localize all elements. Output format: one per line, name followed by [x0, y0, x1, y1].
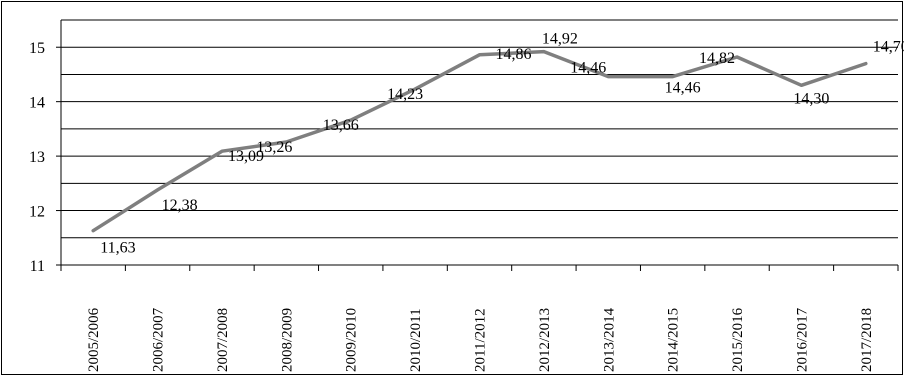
x-tick-label: 2017/2018 — [859, 308, 875, 372]
y-tick-label: 12 — [29, 204, 45, 221]
x-tick-label: 2009/2010 — [344, 308, 360, 372]
x-axis-tick-labels: 2005/2006 2006/2007 2007/2008 2008/2009 2009… — [86, 307, 875, 372]
x-tick-label: 2005/2006 — [86, 307, 102, 372]
x-tick-label: 2011/2012 — [473, 308, 489, 372]
x-tick-label: 2010/2011 — [408, 308, 424, 372]
x-tick-label: 2015/2016 — [730, 307, 746, 372]
data-label: 14,70 — [873, 39, 904, 56]
x-tick-label: 2014/2015 — [666, 308, 682, 372]
data-label: 14,46 — [570, 60, 606, 77]
x-tick-label: 2013/2014 — [601, 307, 617, 372]
data-label: 11,63 — [100, 240, 135, 257]
data-label: 13,09 — [228, 148, 264, 165]
x-tick-label: 2012/2013 — [537, 308, 553, 372]
y-tick-label: 11 — [30, 258, 45, 275]
data-label: 14,46 — [665, 80, 701, 97]
data-label: 12,38 — [162, 197, 198, 214]
x-tick-label: 2007/2008 — [215, 308, 231, 372]
data-label: 14,86 — [496, 46, 532, 63]
data-label: 14,23 — [387, 86, 423, 103]
gridlines — [61, 19, 898, 266]
y-tick-label: 15 — [29, 40, 45, 57]
x-tick-label: 2016/2017 — [794, 307, 810, 372]
data-label: 14,92 — [542, 31, 578, 48]
series-line — [91, 49, 868, 233]
y-tick-label: 14 — [29, 95, 45, 112]
data-label: 13,66 — [323, 117, 359, 134]
y-tick-label: 13 — [29, 149, 45, 166]
data-label: 14,82 — [699, 50, 735, 67]
data-label: 14,30 — [793, 90, 829, 107]
series-layer — [91, 49, 868, 233]
data-label: 13,26 — [256, 139, 292, 156]
y-axis-tick-labels: 11 12 13 14 15 — [29, 40, 45, 275]
axes — [56, 20, 899, 271]
x-tick-label: 2006/2007 — [151, 307, 167, 372]
x-tick-label: 2008/2009 — [279, 308, 295, 372]
